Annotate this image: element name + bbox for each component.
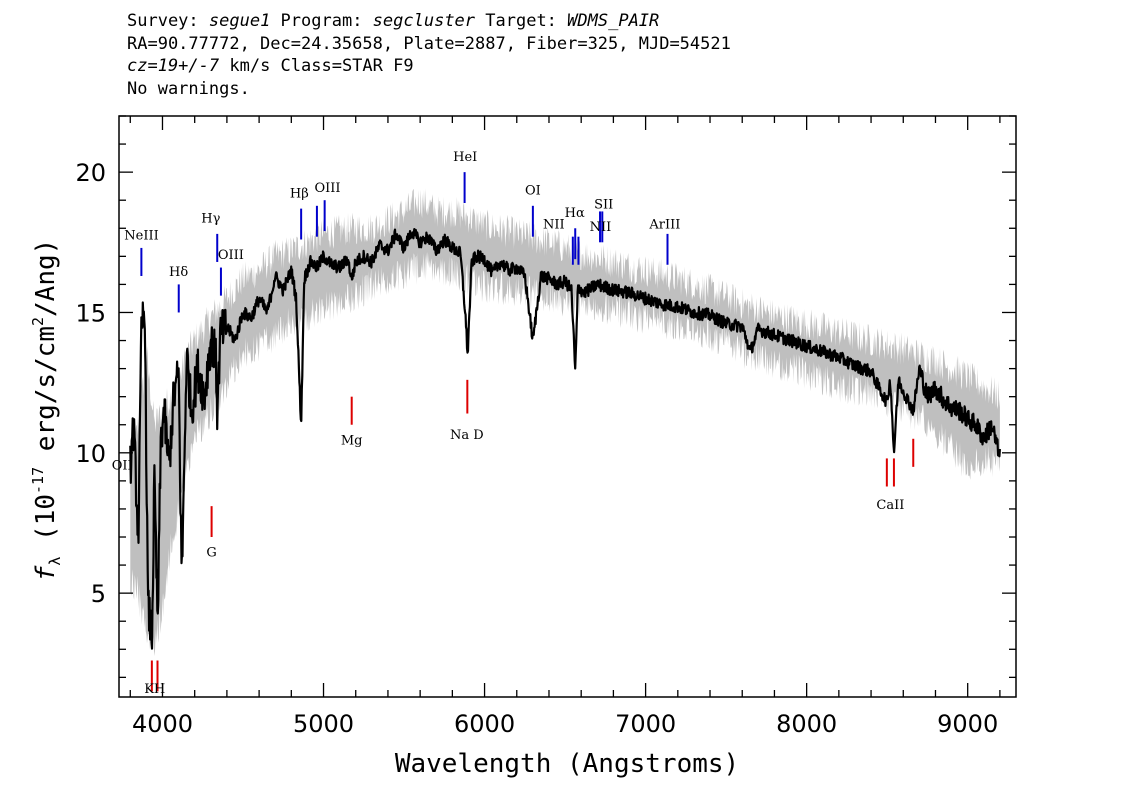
absorption-line-label: CaII [876, 498, 904, 513]
emission-line-label: NeIII [124, 228, 158, 243]
target-value: WDMS_PAIR [567, 11, 660, 31]
axis-ticks: 4000 5000 6000 7000 8000 9000 5 10 15 20 [75, 115, 1016, 738]
y-axis-units-end: /Ang) [31, 239, 61, 317]
absorption-line-label: KH [144, 682, 165, 697]
x-axis-title: Wavelength (Angstroms) [395, 749, 739, 779]
header-line-1: Survey: segue1 Program: segcluster Targe… [127, 10, 731, 33]
absorption-line-label: Na D [450, 428, 484, 443]
emission-line-label: Hα [565, 206, 585, 221]
header-line-4: No warnings. [127, 78, 250, 99]
spectral-line-markers [119, 172, 915, 692]
spectrum-header: Survey: segue1 Program: segcluster Targe… [127, 10, 731, 100]
header-line-2: RA=90.77772, Dec=24.35658, Plate=2887, F… [127, 33, 731, 54]
program-label: Program: [270, 11, 373, 31]
absorption-line-label: Mg [341, 433, 363, 448]
emission-line-label: SII [594, 198, 613, 213]
survey-label: Survey: [127, 11, 209, 31]
emission-line-label: OI [525, 184, 541, 199]
x-tick-label: 8000 [776, 710, 837, 738]
x-tick-label: 5000 [293, 710, 354, 738]
y-axis-squared: 2 [29, 317, 47, 326]
emission-line-label: ArIII [648, 217, 680, 232]
emission-line-label: OIII [315, 181, 341, 196]
plot-frame [118, 115, 1017, 698]
emission-line-label: NII [543, 217, 565, 232]
flux-error-envelope [130, 188, 1000, 657]
y-axis-units-scale: (10 [31, 494, 61, 557]
y-tick-label: 15 [75, 299, 106, 327]
header-line-3: cz=19+/-7 km/s Class=STAR F9 [127, 55, 731, 78]
y-tick-label: 20 [75, 159, 106, 187]
plot-area [119, 172, 1001, 692]
redshift-value: cz=19+/-7 [127, 56, 220, 76]
y-axis-title: fλ (10-17 erg/s/cm2/Ang) [29, 239, 64, 582]
x-tick-label: 6000 [454, 710, 515, 738]
y-axis-flux-symbol: f [31, 565, 61, 581]
program-value: segcluster [372, 11, 476, 31]
y-axis-exponent: -17 [29, 467, 47, 494]
emission-line-label: OIII [218, 248, 244, 263]
emission-line-label: Hβ [290, 186, 309, 201]
class-value: km/s Class=STAR F9 [219, 56, 414, 76]
x-tick-label: 9000 [937, 710, 998, 738]
emission-line-label: OII [112, 459, 133, 474]
y-tick-label: 10 [75, 440, 106, 468]
emission-line-label: Hδ [169, 265, 188, 280]
y-tick-label: 5 [91, 580, 106, 608]
target-label: Target: [475, 11, 568, 31]
x-tick-label: 4000 [132, 710, 193, 738]
emission-line-label: Hγ [201, 212, 220, 227]
survey-value: segue1 [208, 11, 271, 31]
absorption-line-label: G [206, 546, 216, 561]
y-axis-lambda-subscript: λ [46, 557, 64, 566]
x-tick-label: 7000 [615, 710, 676, 738]
flux-line [129, 228, 1001, 650]
emission-line-label: NII [590, 220, 612, 235]
y-axis-units: erg/s/cm [31, 326, 61, 467]
emission-line-label: HeI [453, 150, 477, 165]
